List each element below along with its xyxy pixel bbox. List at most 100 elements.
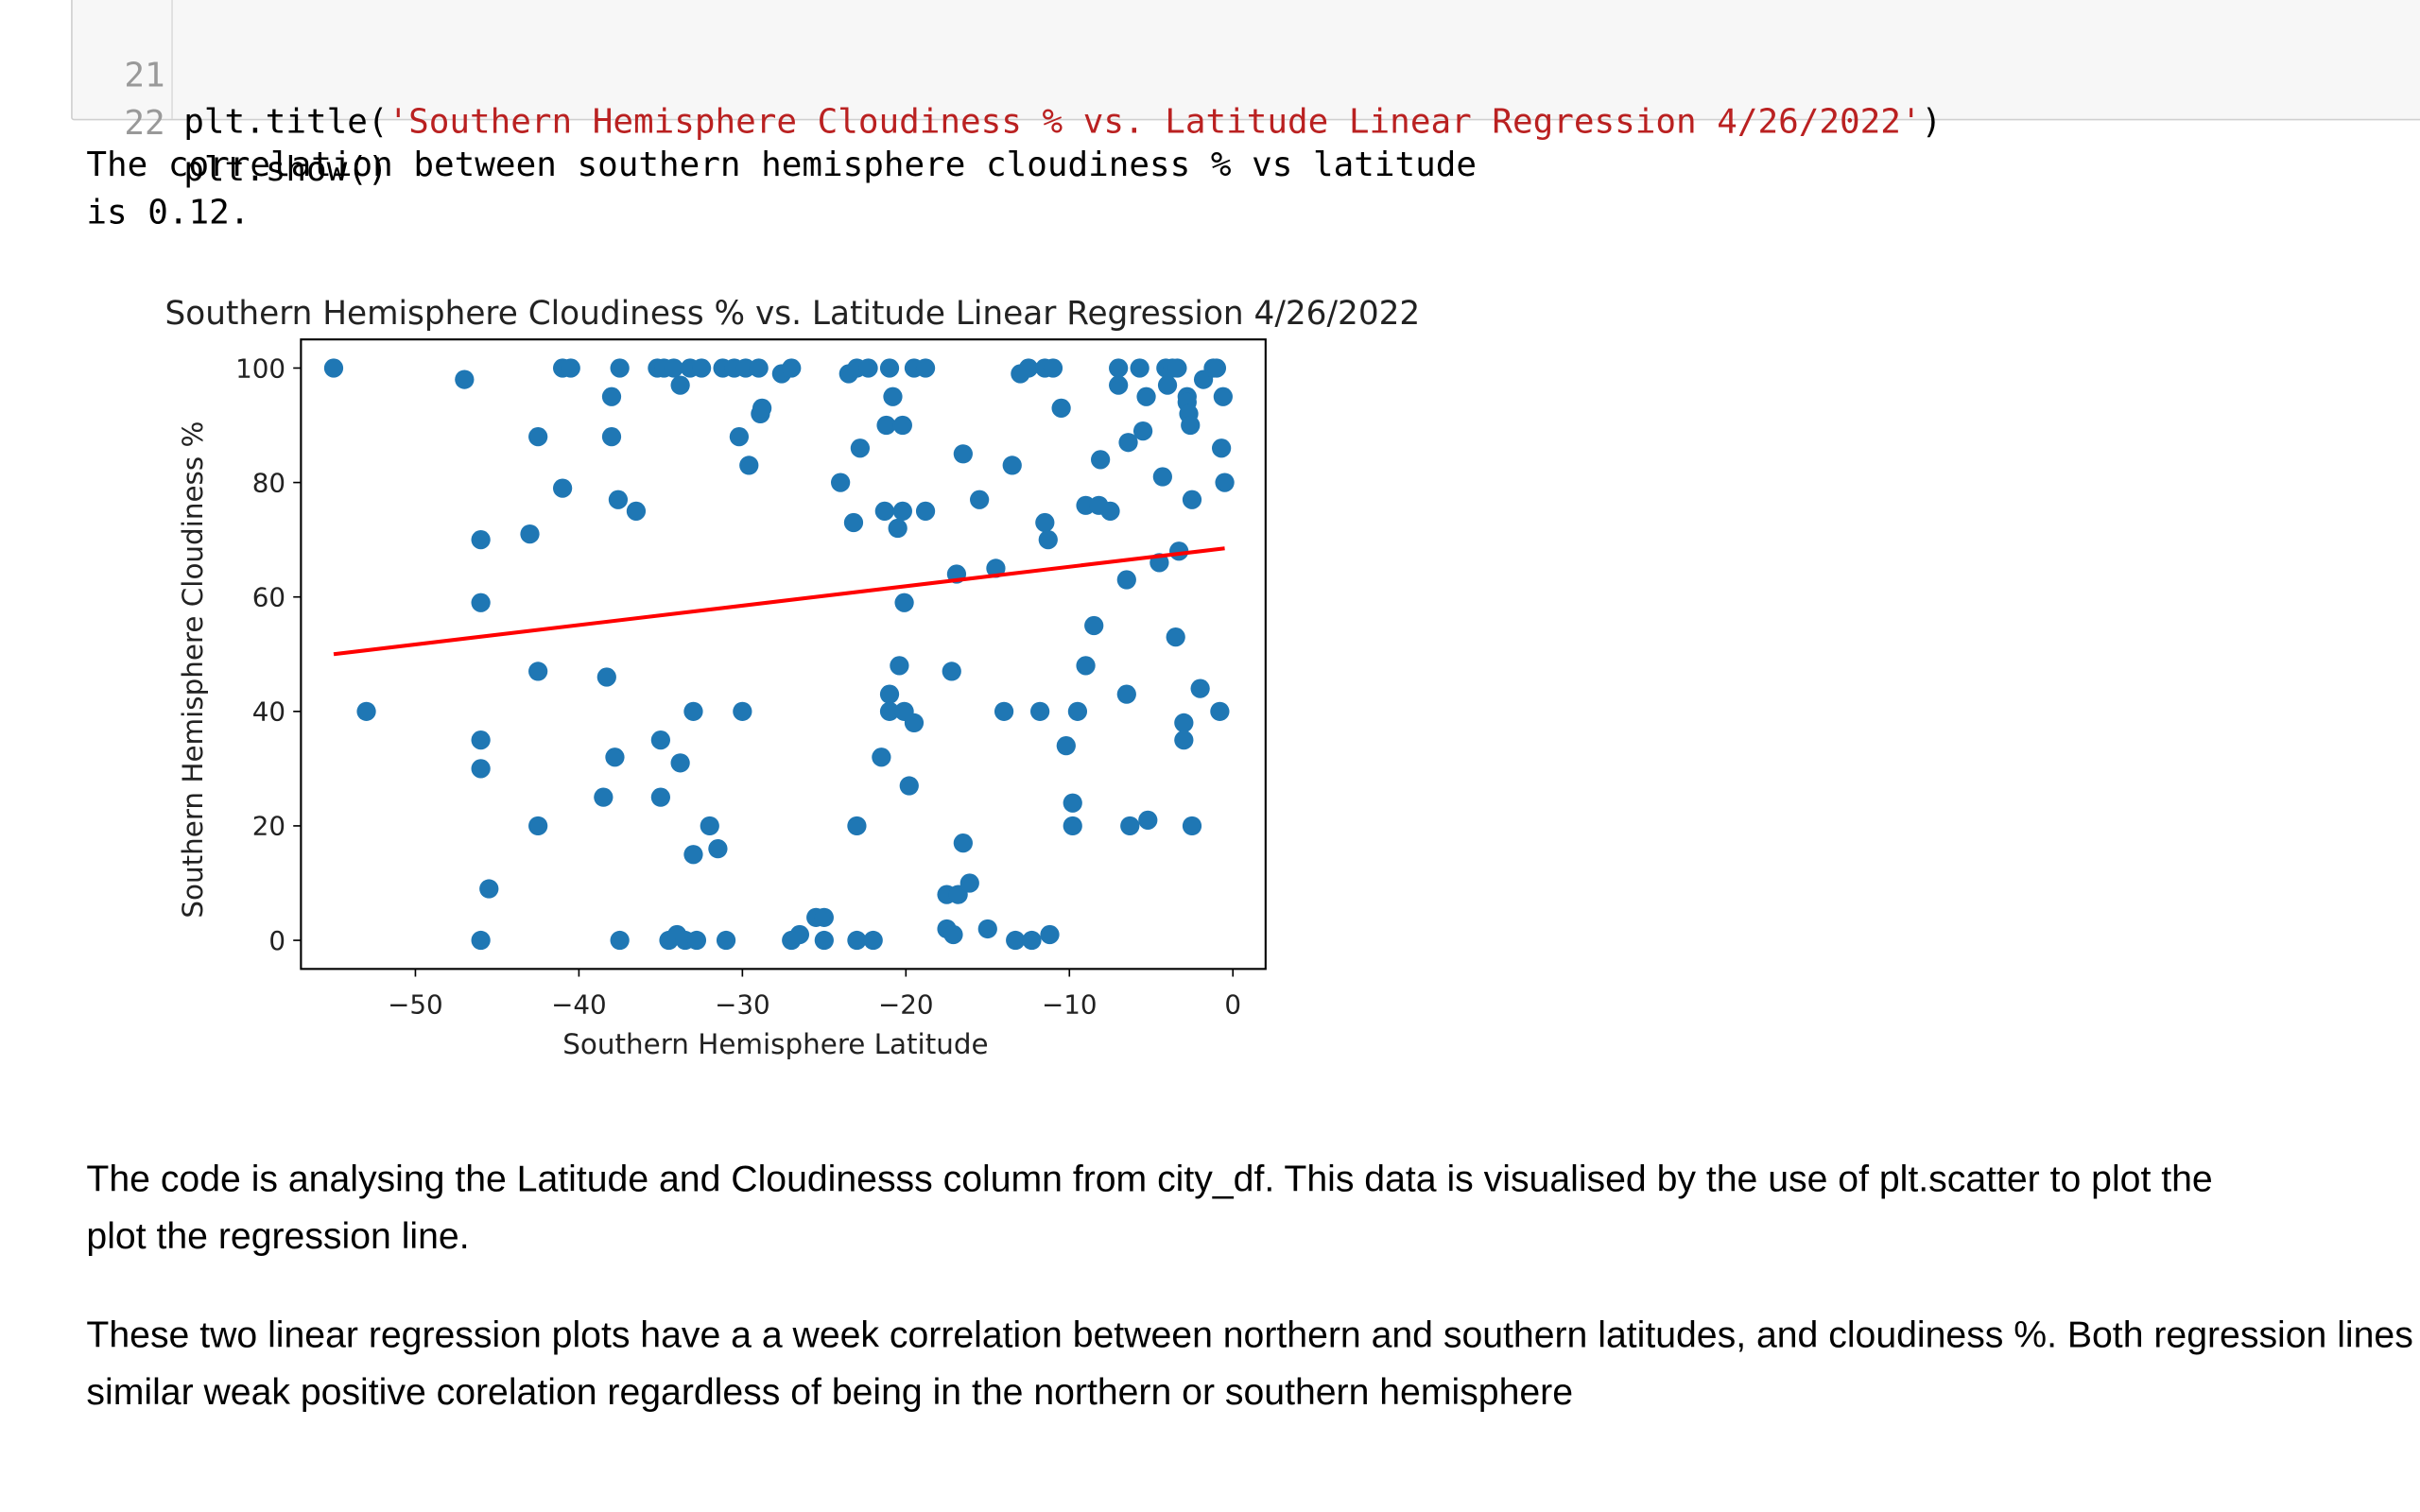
scatter-point — [1043, 358, 1063, 378]
scatter-point — [892, 415, 912, 436]
scatter-point — [356, 701, 376, 721]
scatter-point — [1109, 375, 1129, 395]
scatter-point — [1118, 433, 1138, 453]
scatter-point — [1051, 398, 1071, 418]
scatter-point — [650, 787, 671, 807]
scatter-point — [888, 518, 908, 539]
scatter-point — [479, 879, 499, 899]
scatter-point — [863, 930, 883, 951]
scatter-point — [561, 358, 580, 378]
scatter-point — [1166, 627, 1185, 647]
scatter-point — [670, 753, 690, 773]
plot-frame — [300, 338, 1267, 971]
scatter-point — [1174, 713, 1194, 733]
scatter-point — [953, 444, 973, 464]
scatter-point — [1138, 810, 1158, 831]
scatter-point — [1132, 421, 1153, 441]
scatter-point — [953, 833, 973, 853]
scatter-point — [970, 490, 990, 509]
scatter-point — [683, 845, 703, 865]
scatter-point — [994, 701, 1014, 721]
scatter-point — [752, 398, 772, 418]
chart-svg: Southern Hemisphere Cloudiness % vs. Lat… — [165, 295, 1421, 1060]
scatter-point — [1109, 358, 1129, 378]
scatter-point — [847, 930, 867, 951]
scatter-point — [1056, 736, 1076, 756]
scatter-point — [520, 524, 540, 544]
scatter-point — [1076, 495, 1096, 515]
chart-title: Southern Hemisphere Cloudiness % vs. Lat… — [165, 295, 1421, 333]
scatter-point — [670, 375, 690, 395]
scatter-point — [1215, 472, 1235, 492]
y-tick-label: 40 — [252, 696, 285, 728]
scatter-point — [528, 816, 548, 836]
markdown-line: These two linear regression plots have a… — [86, 1314, 2420, 1357]
x-tick-label: 0 — [1224, 989, 1241, 1021]
scatter-point — [1076, 656, 1096, 676]
scatter-point — [749, 358, 769, 378]
scatter-point — [847, 816, 867, 836]
scatter-point — [1006, 930, 1026, 951]
line-number: 22 — [124, 105, 165, 144]
scatter-point — [601, 387, 622, 406]
scatter-point — [883, 387, 903, 406]
scatter-point — [610, 358, 630, 378]
scatter-point — [1040, 924, 1060, 945]
scatter-point — [831, 472, 851, 492]
scatter-point — [729, 427, 750, 447]
scatter-point — [894, 593, 914, 612]
code-prefix: plt.show() — [183, 151, 389, 190]
scatter-point — [1190, 679, 1210, 698]
scatter-point — [626, 501, 647, 521]
scatter-point — [471, 530, 491, 550]
scatter-point — [528, 662, 548, 681]
scatter-plot: Southern Hemisphere Cloudiness % vs. Lat… — [93, 281, 1481, 1083]
scatter-point — [608, 490, 629, 509]
scatter-point — [915, 501, 936, 521]
scatter-point — [708, 839, 728, 859]
scatter-point — [735, 358, 755, 378]
scatter-point — [610, 930, 630, 951]
code-text[interactable]: plt.show() — [183, 148, 388, 195]
scatter-point — [683, 701, 703, 721]
scatter-point — [601, 427, 622, 447]
scatter-point — [872, 747, 891, 767]
scatter-point — [716, 930, 736, 951]
code-text[interactable]: plt.title('Southern Hemisphere Cloudines… — [183, 100, 1942, 146]
scatter-point — [1116, 570, 1136, 590]
scatter-point — [915, 358, 936, 378]
code-cell[interactable]: 21 plt.title('Southern Hemisphere Cloudi… — [71, 0, 2420, 190]
x-tick-label: −30 — [715, 989, 770, 1021]
code-string: 'Southern Hemisphere Cloudiness % vs. La… — [388, 103, 1922, 143]
scatter-point — [471, 730, 491, 750]
y-tick-label: 80 — [252, 467, 285, 498]
scatter-point — [1091, 450, 1111, 470]
scatter-point — [1002, 455, 1022, 475]
scatter-point — [605, 747, 625, 767]
scatter-point — [879, 701, 900, 721]
scatter-point — [879, 684, 900, 704]
scatter-point — [959, 873, 979, 893]
scatter-point — [1181, 415, 1201, 436]
scatter-point — [1211, 438, 1232, 458]
scatter-point — [691, 358, 712, 378]
code-prefix: plt.title( — [183, 103, 389, 143]
x-tick-label: −20 — [878, 989, 934, 1021]
x-tick-label: −50 — [388, 989, 443, 1021]
scatter-point — [1084, 615, 1104, 636]
scatter-point — [552, 478, 573, 498]
scatter-point — [874, 501, 894, 521]
scatter-point — [1182, 816, 1202, 836]
scatter-point — [1152, 467, 1172, 487]
scatter-point — [892, 501, 912, 521]
y-tick-label: 20 — [252, 811, 285, 842]
markdown-line: similar weak positive corelation regardl… — [86, 1371, 1574, 1414]
scatter-point — [323, 358, 344, 378]
code-suffix: ) — [1921, 103, 1943, 143]
y-tick-label: 100 — [235, 352, 285, 384]
scatter-point — [1100, 501, 1120, 521]
y-tick-label: 60 — [252, 582, 285, 613]
y-tick-label: 0 — [268, 925, 285, 956]
scatter-point — [650, 730, 671, 750]
scatter-point — [814, 907, 834, 927]
